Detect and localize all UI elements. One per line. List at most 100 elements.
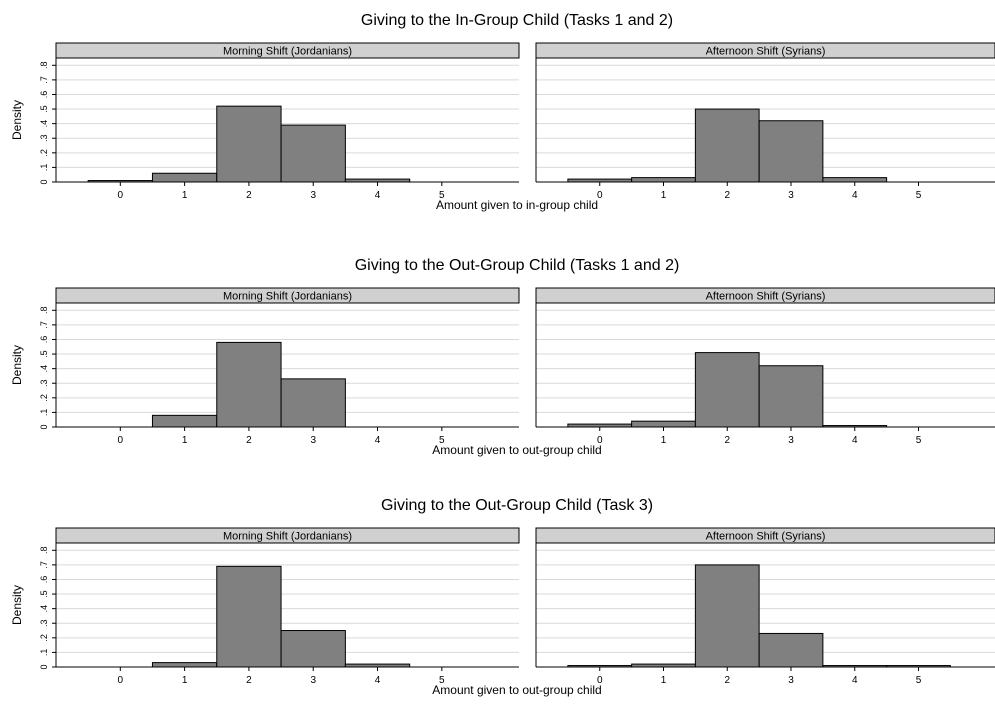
panel-afternoon: Afternoon Shift (Syrians) 0 1 2 3 4 5 xyxy=(535,42,995,201)
histogram-bar xyxy=(151,414,218,428)
x-tick-label: 0 xyxy=(597,435,603,446)
histogram-bar xyxy=(822,177,888,183)
chart-row-3: Giving to the Out-Group Child (Task 3) De… xyxy=(10,497,995,697)
x-axis-label: Amount given to in-group child xyxy=(436,198,598,212)
x-tick-label: 2 xyxy=(246,190,252,201)
x-tick-label: 3 xyxy=(788,675,794,686)
chart-title: Giving to the Out-Group Child (Tasks 1 a… xyxy=(355,257,680,274)
x-tick-label: 1 xyxy=(182,190,188,201)
x-tick-label: 0 xyxy=(597,190,603,201)
x-tick-label: 4 xyxy=(375,675,381,686)
y-tick-label: .4 xyxy=(39,120,49,128)
x-axis-label: Amount given to out-group child xyxy=(432,683,601,697)
panel-morning: Morning Shift (Jordanians) 0 1 2 3 4 5 xyxy=(52,527,520,686)
x-tick-label: 4 xyxy=(852,675,858,686)
panel-strip-label: Afternoon Shift (Syrians) xyxy=(706,531,826,543)
histogram-bar xyxy=(280,378,346,428)
y-tick-label: .6 xyxy=(39,576,49,584)
panel-strip-label: Morning Shift (Jordanians) xyxy=(223,46,352,58)
y-tick-label: .8 xyxy=(39,62,49,70)
y-tick-label: .3 xyxy=(39,379,49,387)
y-tick-label: .2 xyxy=(39,394,49,402)
y-tick-label: .4 xyxy=(39,605,49,613)
histogram-bar xyxy=(151,662,218,668)
x-tick-label: 5 xyxy=(916,190,922,201)
histogram-bar xyxy=(151,172,218,183)
x-tick-label: 1 xyxy=(661,190,667,201)
panel-morning: Morning Shift (Jordanians) 0 1 2 3 4 5 xyxy=(52,42,520,201)
x-tick-label: 2 xyxy=(724,435,730,446)
y-tick-label: .7 xyxy=(39,561,49,569)
x-tick-label: 5 xyxy=(439,435,445,446)
y-tick-label: 0 xyxy=(39,179,49,184)
x-tick-label: 3 xyxy=(788,435,794,446)
panel-afternoon: Afternoon Shift (Syrians) 0 1 2 3 4 5 xyxy=(535,527,995,686)
x-tick-label: 0 xyxy=(118,675,124,686)
x-tick-label: 3 xyxy=(310,190,316,201)
y-tick-label: .3 xyxy=(39,134,49,142)
panel-strip-label: Afternoon Shift (Syrians) xyxy=(706,46,826,58)
y-tick-label: .1 xyxy=(39,409,49,417)
panel-afternoon: Afternoon Shift (Syrians) 0 1 2 3 4 5 xyxy=(535,287,995,446)
x-tick-label: 1 xyxy=(182,675,188,686)
y-tick-label: .4 xyxy=(39,365,49,373)
histogram-bar xyxy=(216,565,282,668)
y-tick-label: .7 xyxy=(39,76,49,84)
panel-strip xyxy=(535,287,995,304)
x-tick-label: 5 xyxy=(439,190,445,201)
panel-strip-label: Morning Shift (Jordanians) xyxy=(223,531,352,543)
y-tick-label: .7 xyxy=(39,321,49,329)
x-tick-label: 0 xyxy=(597,675,603,686)
histogram-bar xyxy=(758,632,824,668)
y-tick-label: .1 xyxy=(39,164,49,172)
chart-title: Giving to the Out-Group Child (Task 3) xyxy=(381,497,653,514)
x-tick-label: 3 xyxy=(788,190,794,201)
x-tick-label: 0 xyxy=(118,435,124,446)
y-tick-label: .2 xyxy=(39,149,49,157)
histogram-bar xyxy=(280,630,346,668)
x-tick-label: 4 xyxy=(375,435,381,446)
x-tick-label: 2 xyxy=(246,675,252,686)
y-tick-label: .6 xyxy=(39,336,49,344)
x-tick-label: 1 xyxy=(661,435,667,446)
panel-strip xyxy=(55,527,520,544)
panel-strip-label: Morning Shift (Jordanians) xyxy=(223,291,352,303)
x-tick-label: 1 xyxy=(182,435,188,446)
y-tick-label: .6 xyxy=(39,91,49,99)
histogram-bar xyxy=(694,108,760,183)
histogram-bar xyxy=(216,105,282,183)
chart-title: Giving to the In-Group Child (Tasks 1 an… xyxy=(361,12,673,29)
y-tick-label: .1 xyxy=(39,649,49,657)
x-tick-label: 2 xyxy=(724,190,730,201)
y-tick-label: .5 xyxy=(39,105,49,113)
x-tick-label: 2 xyxy=(246,435,252,446)
panel-strip xyxy=(535,527,995,544)
x-tick-label: 4 xyxy=(375,190,381,201)
x-tick-label: 3 xyxy=(310,675,316,686)
histogram-bar xyxy=(694,564,760,668)
panel-strip xyxy=(535,42,995,59)
y-axis-label: Density xyxy=(10,345,24,385)
histogram-bar xyxy=(758,120,824,183)
y-tick-label: 0 xyxy=(39,424,49,429)
x-tick-label: 5 xyxy=(439,675,445,686)
histogram-bar xyxy=(758,365,824,428)
panel-strip-label: Afternoon Shift (Syrians) xyxy=(706,291,826,303)
y-tick-label: .2 xyxy=(39,634,49,642)
histogram-bar xyxy=(694,352,760,428)
y-tick-label: .8 xyxy=(39,307,49,315)
y-tick-label: .5 xyxy=(39,590,49,598)
x-tick-label: 4 xyxy=(852,435,858,446)
histogram-bar xyxy=(631,177,696,183)
x-tick-label: 1 xyxy=(661,675,667,686)
x-tick-label: 4 xyxy=(852,190,858,201)
x-tick-label: 5 xyxy=(916,435,922,446)
panel-morning: Morning Shift (Jordanians) 0 1 2 3 4 5 xyxy=(52,287,520,446)
y-axis-label: Density xyxy=(10,100,24,140)
y-tick-label: .5 xyxy=(39,350,49,358)
y-tick-label: .3 xyxy=(39,619,49,627)
x-tick-label: 2 xyxy=(724,675,730,686)
x-tick-label: 5 xyxy=(916,675,922,686)
